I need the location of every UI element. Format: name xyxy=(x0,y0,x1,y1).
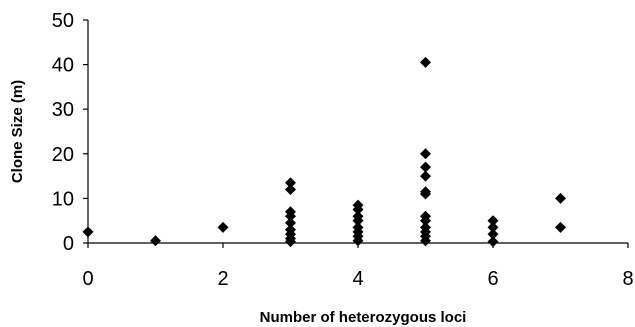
x-tick-label: 2 xyxy=(217,268,228,290)
data-point xyxy=(285,183,296,195)
data-point xyxy=(150,235,161,247)
x-tick-label: 8 xyxy=(622,268,633,290)
data-point xyxy=(555,221,566,233)
data-point xyxy=(285,210,296,222)
data-point xyxy=(352,235,364,247)
data-point xyxy=(420,215,431,227)
data-point xyxy=(420,161,431,173)
data-point xyxy=(352,204,364,216)
x-axis-title: Number of heterozygous loci xyxy=(260,309,467,326)
data-point xyxy=(420,170,431,182)
data-point xyxy=(420,56,431,68)
y-tick-label: 50 xyxy=(52,10,74,32)
data-point xyxy=(285,177,296,189)
data-point xyxy=(487,228,499,240)
x-tick-label: 0 xyxy=(82,268,93,290)
data-point xyxy=(82,226,94,238)
x-tick-label: 4 xyxy=(352,268,363,290)
data-point xyxy=(487,236,499,248)
y-axis-title: Clone Size (m) xyxy=(9,80,26,183)
data-point xyxy=(217,221,229,233)
y-tick-label: 30 xyxy=(52,99,74,121)
y-ticks: 0 10 20 30 40 50 xyxy=(52,10,88,255)
data-point xyxy=(487,221,499,233)
y-tick-label: 20 xyxy=(52,144,74,166)
y-tick-label: 40 xyxy=(52,55,74,77)
data-point xyxy=(420,188,431,200)
data-point xyxy=(420,235,431,247)
x-ticks: 0 2 4 6 8 xyxy=(82,243,634,290)
data-point xyxy=(487,215,499,227)
data-points xyxy=(82,56,566,248)
data-point xyxy=(352,215,364,227)
data-point xyxy=(420,148,431,160)
y-tick-label: 0 xyxy=(63,233,74,255)
x-tick-label: 6 xyxy=(487,268,498,290)
y-tick-label: 10 xyxy=(52,188,74,210)
data-point xyxy=(285,217,296,229)
data-point xyxy=(555,192,566,204)
data-point xyxy=(285,236,296,248)
